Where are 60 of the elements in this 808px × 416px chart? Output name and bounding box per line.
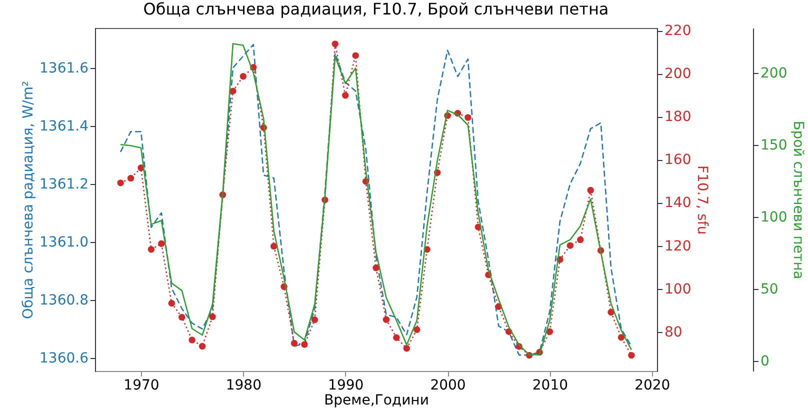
point [587, 186, 594, 194]
point [618, 334, 625, 341]
point [332, 40, 338, 48]
y3-tick-label: 100 [760, 210, 788, 226]
x-axis-title: Време,Години [324, 392, 429, 408]
y2-tick-label: 200 [664, 66, 692, 82]
y-axis-title: Обща слънчева радиация, W/m² [20, 80, 37, 320]
chart-title: Обща слънчева радиация, F10.7, Брой слънчеви петна [143, 0, 609, 19]
point [414, 326, 420, 334]
point [198, 342, 206, 350]
point [372, 264, 380, 272]
point [311, 316, 318, 324]
point [168, 300, 175, 307]
y-tick-label: 1361.0 [40, 234, 88, 250]
point [148, 246, 155, 253]
y-tick-label: 1361.4 [40, 118, 89, 134]
y2-tick-label: 180 [664, 109, 692, 126]
point [270, 242, 278, 250]
y-tick-label: 1360.8 [40, 292, 88, 308]
y3-tick-label: 50 [760, 282, 778, 298]
point [158, 240, 165, 247]
point [290, 340, 298, 347]
point [382, 316, 390, 323]
y-tick-label: 1361.6 [40, 60, 89, 76]
x-tick-label: 1970 [124, 378, 160, 394]
y3-tick-label: 150 [760, 138, 788, 154]
y2-axis-title: F10.7, sfu [694, 165, 710, 235]
y2-tick-label: 100 [664, 281, 692, 298]
y2-tick-label: 160 [664, 152, 692, 168]
x-tick-label: 2020 [634, 378, 670, 394]
y-tick-label: 1361.2 [40, 176, 88, 192]
y2-tick-label: 220 [664, 23, 692, 40]
point [178, 314, 186, 321]
point [546, 328, 554, 335]
point [209, 313, 216, 320]
y2-tick-label: 80 [664, 324, 682, 340]
y-tick-label: 1360.6 [40, 350, 89, 366]
point [230, 88, 236, 94]
point [127, 174, 134, 182]
point [188, 336, 196, 344]
y3-tick-label: 200 [760, 65, 788, 82]
point [403, 345, 410, 352]
point [352, 52, 359, 59]
x-tick-label: 2000 [430, 378, 466, 394]
point [117, 180, 124, 186]
y2-tick-label: 120 [664, 238, 692, 254]
point [342, 92, 349, 99]
point [566, 242, 574, 249]
x-tick-label: 2010 [532, 378, 568, 394]
point [628, 352, 635, 359]
point [393, 334, 400, 341]
point [301, 341, 308, 348]
x-tick-label: 1980 [226, 378, 262, 394]
y3-tick-label: 0 [760, 354, 770, 370]
point [464, 114, 472, 121]
y3-axis-title: Брой слънчеви петна [790, 120, 806, 280]
point [240, 73, 247, 80]
x-tick-label: 1990 [328, 378, 364, 394]
y2-tick-label: 140 [664, 195, 692, 212]
point [577, 236, 584, 244]
